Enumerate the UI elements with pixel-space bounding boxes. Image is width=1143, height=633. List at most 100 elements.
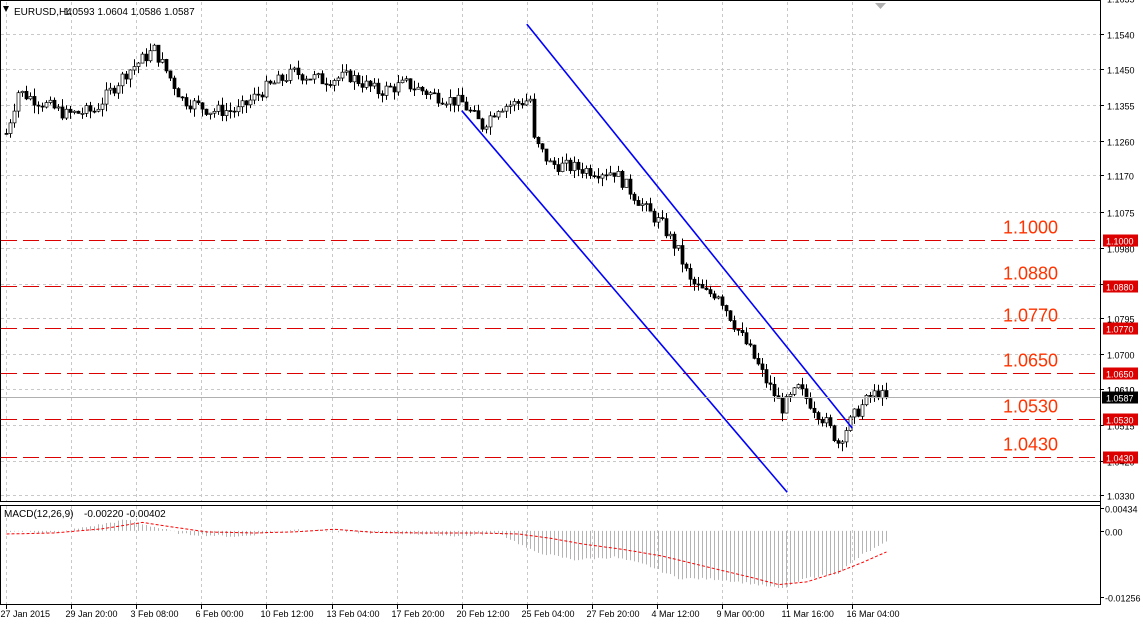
time-axis[interactable]: 27 Jan 2015 29 Jan 20:00 3 Feb 08:00 6 Feb … [1,605,900,619]
horizontal-levels[interactable] [1,240,1100,458]
bear-candle-body [780,397,785,414]
bull-candle-body [292,67,297,70]
time-tick-label: 9 Mar 00:00 [717,609,765,619]
bull-candle-body [528,98,533,102]
one-click-arrow-icon[interactable] [3,6,9,12]
candle [244,100,249,113]
bear-candle-body [856,408,861,417]
candle [156,44,161,67]
bear-candle-body [492,115,497,118]
bull-candle-body [116,85,121,94]
candle [20,90,25,97]
candle [796,383,801,389]
bull-candle-body [108,87,113,91]
bull-candle-body [796,384,801,389]
bear-candle-body [376,82,381,95]
bull-candle-body [584,168,589,174]
candle [92,107,97,114]
shift-marker-icon[interactable] [875,3,886,9]
candle [72,110,77,115]
bull-candle-body [304,78,309,81]
bear-candle-body [436,92,441,104]
candle [588,164,593,179]
bear-candle-body [320,73,325,85]
candle [384,81,389,100]
candle [188,99,193,113]
candle [152,43,157,52]
bear-candle-body [176,88,181,98]
bear-candle-body [620,171,625,188]
price-axis[interactable]: 1.1635 1.1540 1.1450 1.1355 1.1260 1.1170 1.10… [1,0,1138,605]
bear-candle-body [480,118,485,130]
level-label-1-0530: 1.0530 [1003,397,1058,417]
trend-channel[interactable] [461,23,853,493]
candle [692,276,697,291]
candle [736,328,741,336]
bear-candle-body [464,101,469,111]
bear-candle-body [680,245,685,265]
bull-candle-body [784,396,789,414]
bull-candle-body [224,110,229,116]
candle [824,412,829,428]
bull-candle-body [272,82,277,85]
price-pane[interactable]: 1.1000 1.0880 1.0770 1.0650 1.0530 1.0430 EUR… [0,0,1101,502]
bear-candle-body [800,384,805,390]
candle [28,92,33,101]
candle [452,97,457,113]
candle [748,339,753,348]
bull-candle-body [372,82,377,87]
candle [344,64,349,76]
bear-candle-body [412,88,417,91]
candle [32,88,37,114]
bull-candle-body [448,97,453,105]
candle [656,212,661,229]
candle [408,78,413,92]
candle [648,197,653,212]
candle [536,136,541,148]
candle [828,414,833,429]
bull-candle-body [496,111,501,118]
bear-candle-body [244,100,249,106]
candle [472,105,477,112]
current-price-text: 1.0587 [1106,394,1134,404]
bear-candle-body [756,358,761,365]
price-tick-label: 1.0330 [1107,492,1135,502]
bear-candle-body [124,73,129,80]
candle [328,80,333,88]
bull-candle-body [148,50,153,62]
time-tick-label: 16 Mar 04:00 [847,609,900,619]
candle [232,106,237,118]
bear-candle-body [808,398,813,409]
candle [448,89,453,112]
bull-candle-body [456,94,461,106]
bull-candle-body [500,110,505,113]
bear-candle-body [828,417,833,427]
candle [412,80,417,97]
candle [584,165,589,179]
bear-candle-body [180,96,185,99]
bull-candle-body [484,126,489,130]
candle [820,416,825,427]
candle [444,101,449,108]
level-tag-text: 1.0770 [1106,325,1134,335]
bull-candle-body [880,390,885,399]
bull-candle-body [824,417,829,424]
bull-candle-body [716,296,721,299]
bull-candle-body [508,104,513,107]
bull-candle-body [16,92,21,112]
macd-pane[interactable]: MACD(12,26,9) -0.00220 -0.00402 0.004340… [0,505,1141,605]
bear-candle-body [452,97,457,106]
candle [628,174,633,200]
current-price-box [1102,391,1138,404]
bull-candle-body [352,75,357,83]
bear-candle-body [196,100,201,104]
level-label-1-1000: 1.1000 [1003,218,1058,238]
bear-candle-body [280,74,285,81]
bull-candle-body [28,96,33,100]
bear-candle-body [408,78,413,90]
candle [172,75,177,96]
channel-upper-line [526,23,853,429]
candle [864,393,869,407]
